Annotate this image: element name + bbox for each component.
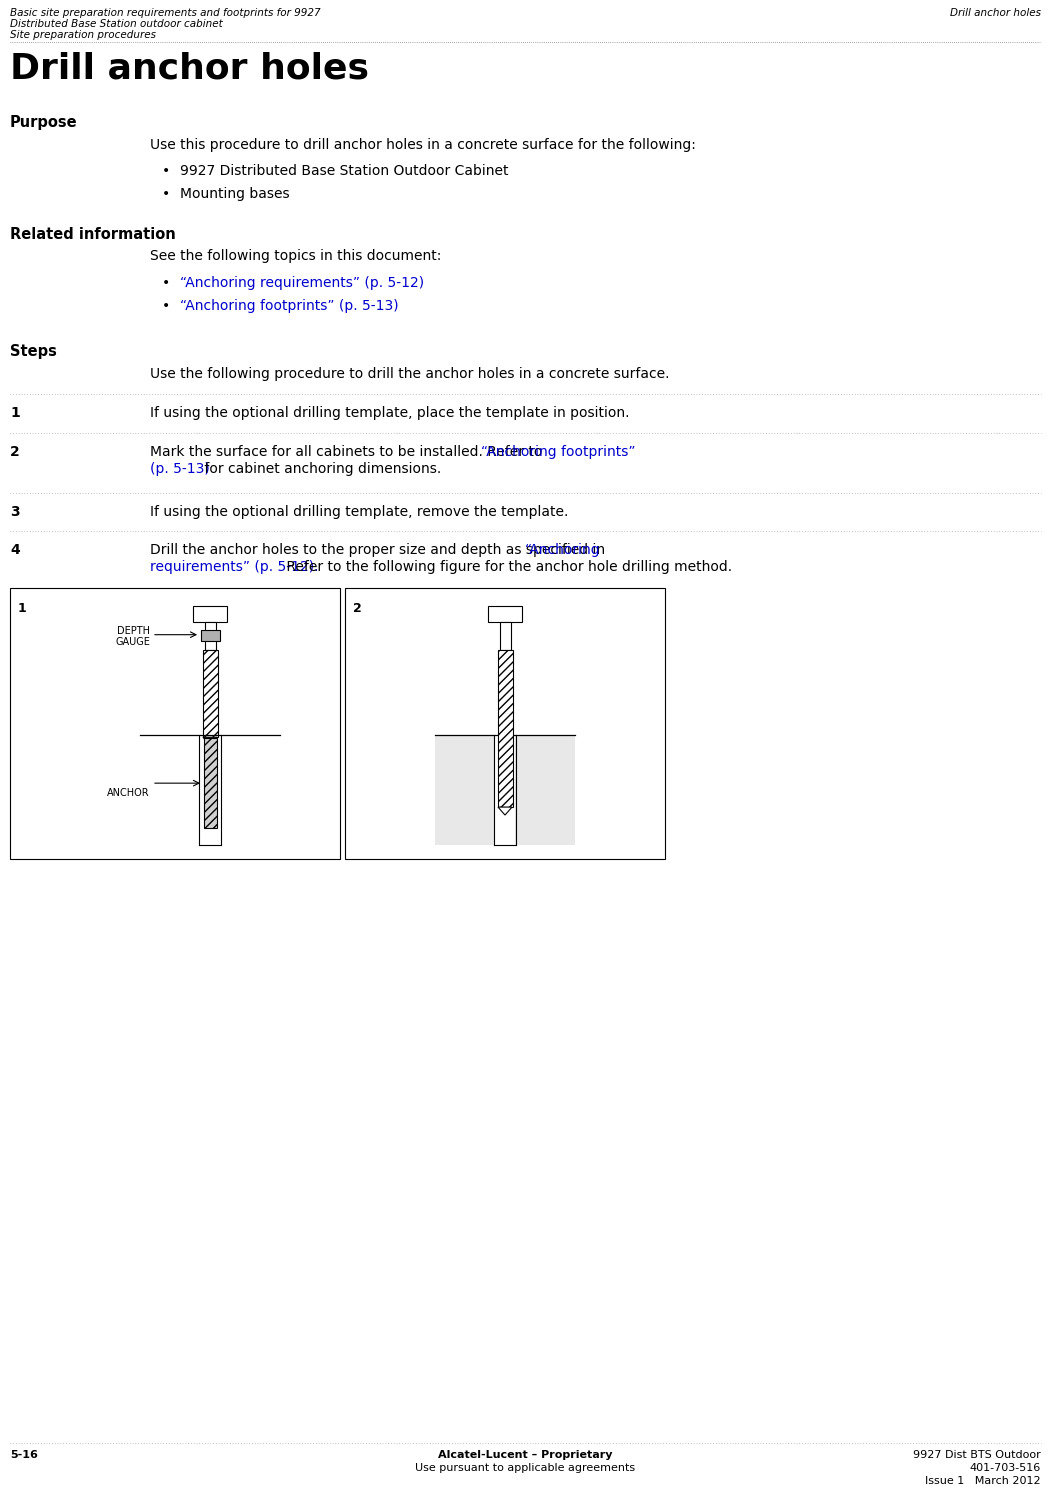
Text: DEPTH
GAUGE: DEPTH GAUGE bbox=[116, 626, 150, 647]
Text: Drill the anchor holes to the proper size and depth as specified in: Drill the anchor holes to the proper siz… bbox=[150, 543, 610, 558]
Bar bbox=[345, 587, 665, 859]
Text: requirements” (p. 5-12).: requirements” (p. 5-12). bbox=[150, 561, 318, 574]
Text: “Anchoring footprints”: “Anchoring footprints” bbox=[481, 446, 636, 459]
Text: •: • bbox=[162, 165, 170, 178]
Text: Alcatel-Lucent – Proprietary: Alcatel-Lucent – Proprietary bbox=[438, 1450, 613, 1460]
Text: •: • bbox=[162, 187, 170, 201]
Text: Mark the surface for all cabinets to be installed. Refer to: Mark the surface for all cabinets to be … bbox=[150, 446, 547, 459]
Text: •: • bbox=[162, 277, 170, 290]
Text: 2: 2 bbox=[353, 602, 362, 614]
Bar bbox=[204, 739, 217, 828]
Text: for cabinet anchoring dimensions.: for cabinet anchoring dimensions. bbox=[200, 462, 441, 476]
Text: •: • bbox=[162, 299, 170, 312]
Bar bbox=[193, 605, 227, 622]
Text: 9927 Distributed Base Station Outdoor Cabinet: 9927 Distributed Base Station Outdoor Ca… bbox=[180, 165, 509, 178]
Text: Issue 1   March 2012: Issue 1 March 2012 bbox=[925, 1475, 1040, 1486]
Text: (p. 5-13): (p. 5-13) bbox=[150, 462, 210, 476]
Bar bbox=[11, 587, 341, 859]
Polygon shape bbox=[203, 738, 217, 745]
Text: “Anchoring footprints” (p. 5-13): “Anchoring footprints” (p. 5-13) bbox=[180, 299, 398, 312]
Text: Site preparation procedures: Site preparation procedures bbox=[11, 30, 156, 40]
Text: Related information: Related information bbox=[11, 228, 176, 242]
Bar bbox=[498, 650, 513, 807]
Text: Basic site preparation requirements and footprints for 9927: Basic site preparation requirements and … bbox=[11, 7, 321, 18]
Text: Drill anchor holes: Drill anchor holes bbox=[11, 52, 369, 86]
Text: Refer to the following figure for the anchor hole drilling method.: Refer to the following figure for the an… bbox=[283, 561, 733, 574]
Text: 3: 3 bbox=[11, 506, 20, 519]
Text: Drill anchor holes: Drill anchor holes bbox=[950, 7, 1040, 18]
Text: If using the optional drilling template, remove the template.: If using the optional drilling template,… bbox=[150, 506, 569, 519]
Bar bbox=[201, 629, 220, 641]
Text: 9927 Dist BTS Outdoor: 9927 Dist BTS Outdoor bbox=[913, 1450, 1040, 1460]
Polygon shape bbox=[498, 807, 512, 815]
Text: 2: 2 bbox=[11, 446, 20, 459]
Text: If using the optional drilling template, place the template in position.: If using the optional drilling template,… bbox=[150, 406, 630, 419]
Text: Purpose: Purpose bbox=[11, 114, 78, 129]
Bar bbox=[203, 650, 218, 738]
Text: ANCHOR: ANCHOR bbox=[107, 788, 150, 799]
Bar bbox=[435, 736, 575, 845]
Bar bbox=[205, 622, 217, 650]
Bar bbox=[495, 736, 515, 845]
Text: Use this procedure to drill anchor holes in a concrete surface for the following: Use this procedure to drill anchor holes… bbox=[150, 137, 696, 152]
Text: Distributed Base Station outdoor cabinet: Distributed Base Station outdoor cabinet bbox=[11, 19, 223, 28]
Text: See the following topics in this document:: See the following topics in this documen… bbox=[150, 250, 441, 263]
Text: Use the following procedure to drill the anchor holes in a concrete surface.: Use the following procedure to drill the… bbox=[150, 367, 669, 381]
Text: Steps: Steps bbox=[11, 343, 57, 358]
Text: 1: 1 bbox=[18, 602, 26, 614]
Text: “Anchoring: “Anchoring bbox=[526, 543, 601, 558]
Text: 401-703-516: 401-703-516 bbox=[970, 1463, 1040, 1472]
Text: 5-16: 5-16 bbox=[11, 1450, 38, 1460]
Bar bbox=[500, 622, 511, 650]
Text: 4: 4 bbox=[11, 543, 20, 558]
Text: Use pursuant to applicable agreements: Use pursuant to applicable agreements bbox=[415, 1463, 635, 1472]
Text: Mounting bases: Mounting bases bbox=[180, 187, 290, 201]
Text: 1: 1 bbox=[11, 406, 20, 419]
Bar bbox=[488, 605, 522, 622]
Text: “Anchoring requirements” (p. 5-12): “Anchoring requirements” (p. 5-12) bbox=[180, 277, 425, 290]
